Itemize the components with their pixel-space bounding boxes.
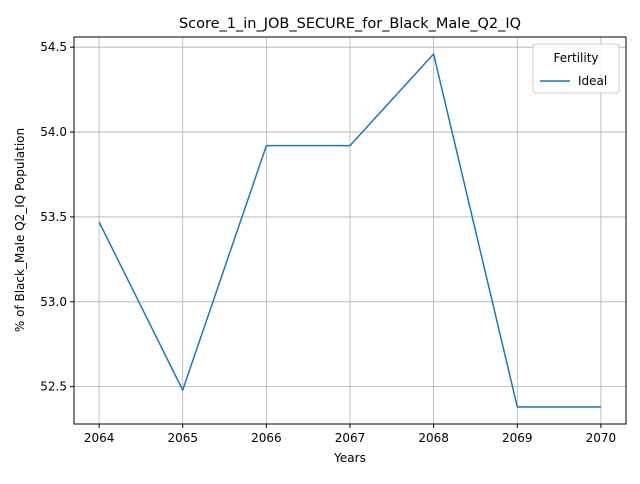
- x-tick-label: 2069: [502, 431, 533, 445]
- x-tick-label: 2070: [586, 431, 617, 445]
- chart-title: Score_1_in_JOB_SECURE_for_Black_Male_Q2_…: [179, 16, 521, 32]
- x-tick-label: 2067: [335, 431, 366, 445]
- x-tick-label: 2066: [251, 431, 282, 445]
- y-tick-label: 54.5: [40, 40, 67, 54]
- x-tick-label: 2064: [84, 431, 115, 445]
- y-axis-label: % of Black_Male Q2_IQ Population: [13, 128, 27, 332]
- y-tick-label: 53.0: [40, 295, 67, 309]
- y-tick-label: 52.5: [40, 380, 67, 394]
- y-tick-label: 53.5: [40, 210, 67, 224]
- legend-title: Fertility: [553, 51, 598, 65]
- y-tick-label: 54.0: [40, 125, 67, 139]
- x-axis-label: Years: [333, 451, 366, 465]
- legend-label-ideal: Ideal: [578, 74, 607, 88]
- x-tick-label: 2068: [418, 431, 449, 445]
- x-tick-label: 2065: [167, 431, 198, 445]
- legend: Fertility Ideal: [533, 44, 619, 93]
